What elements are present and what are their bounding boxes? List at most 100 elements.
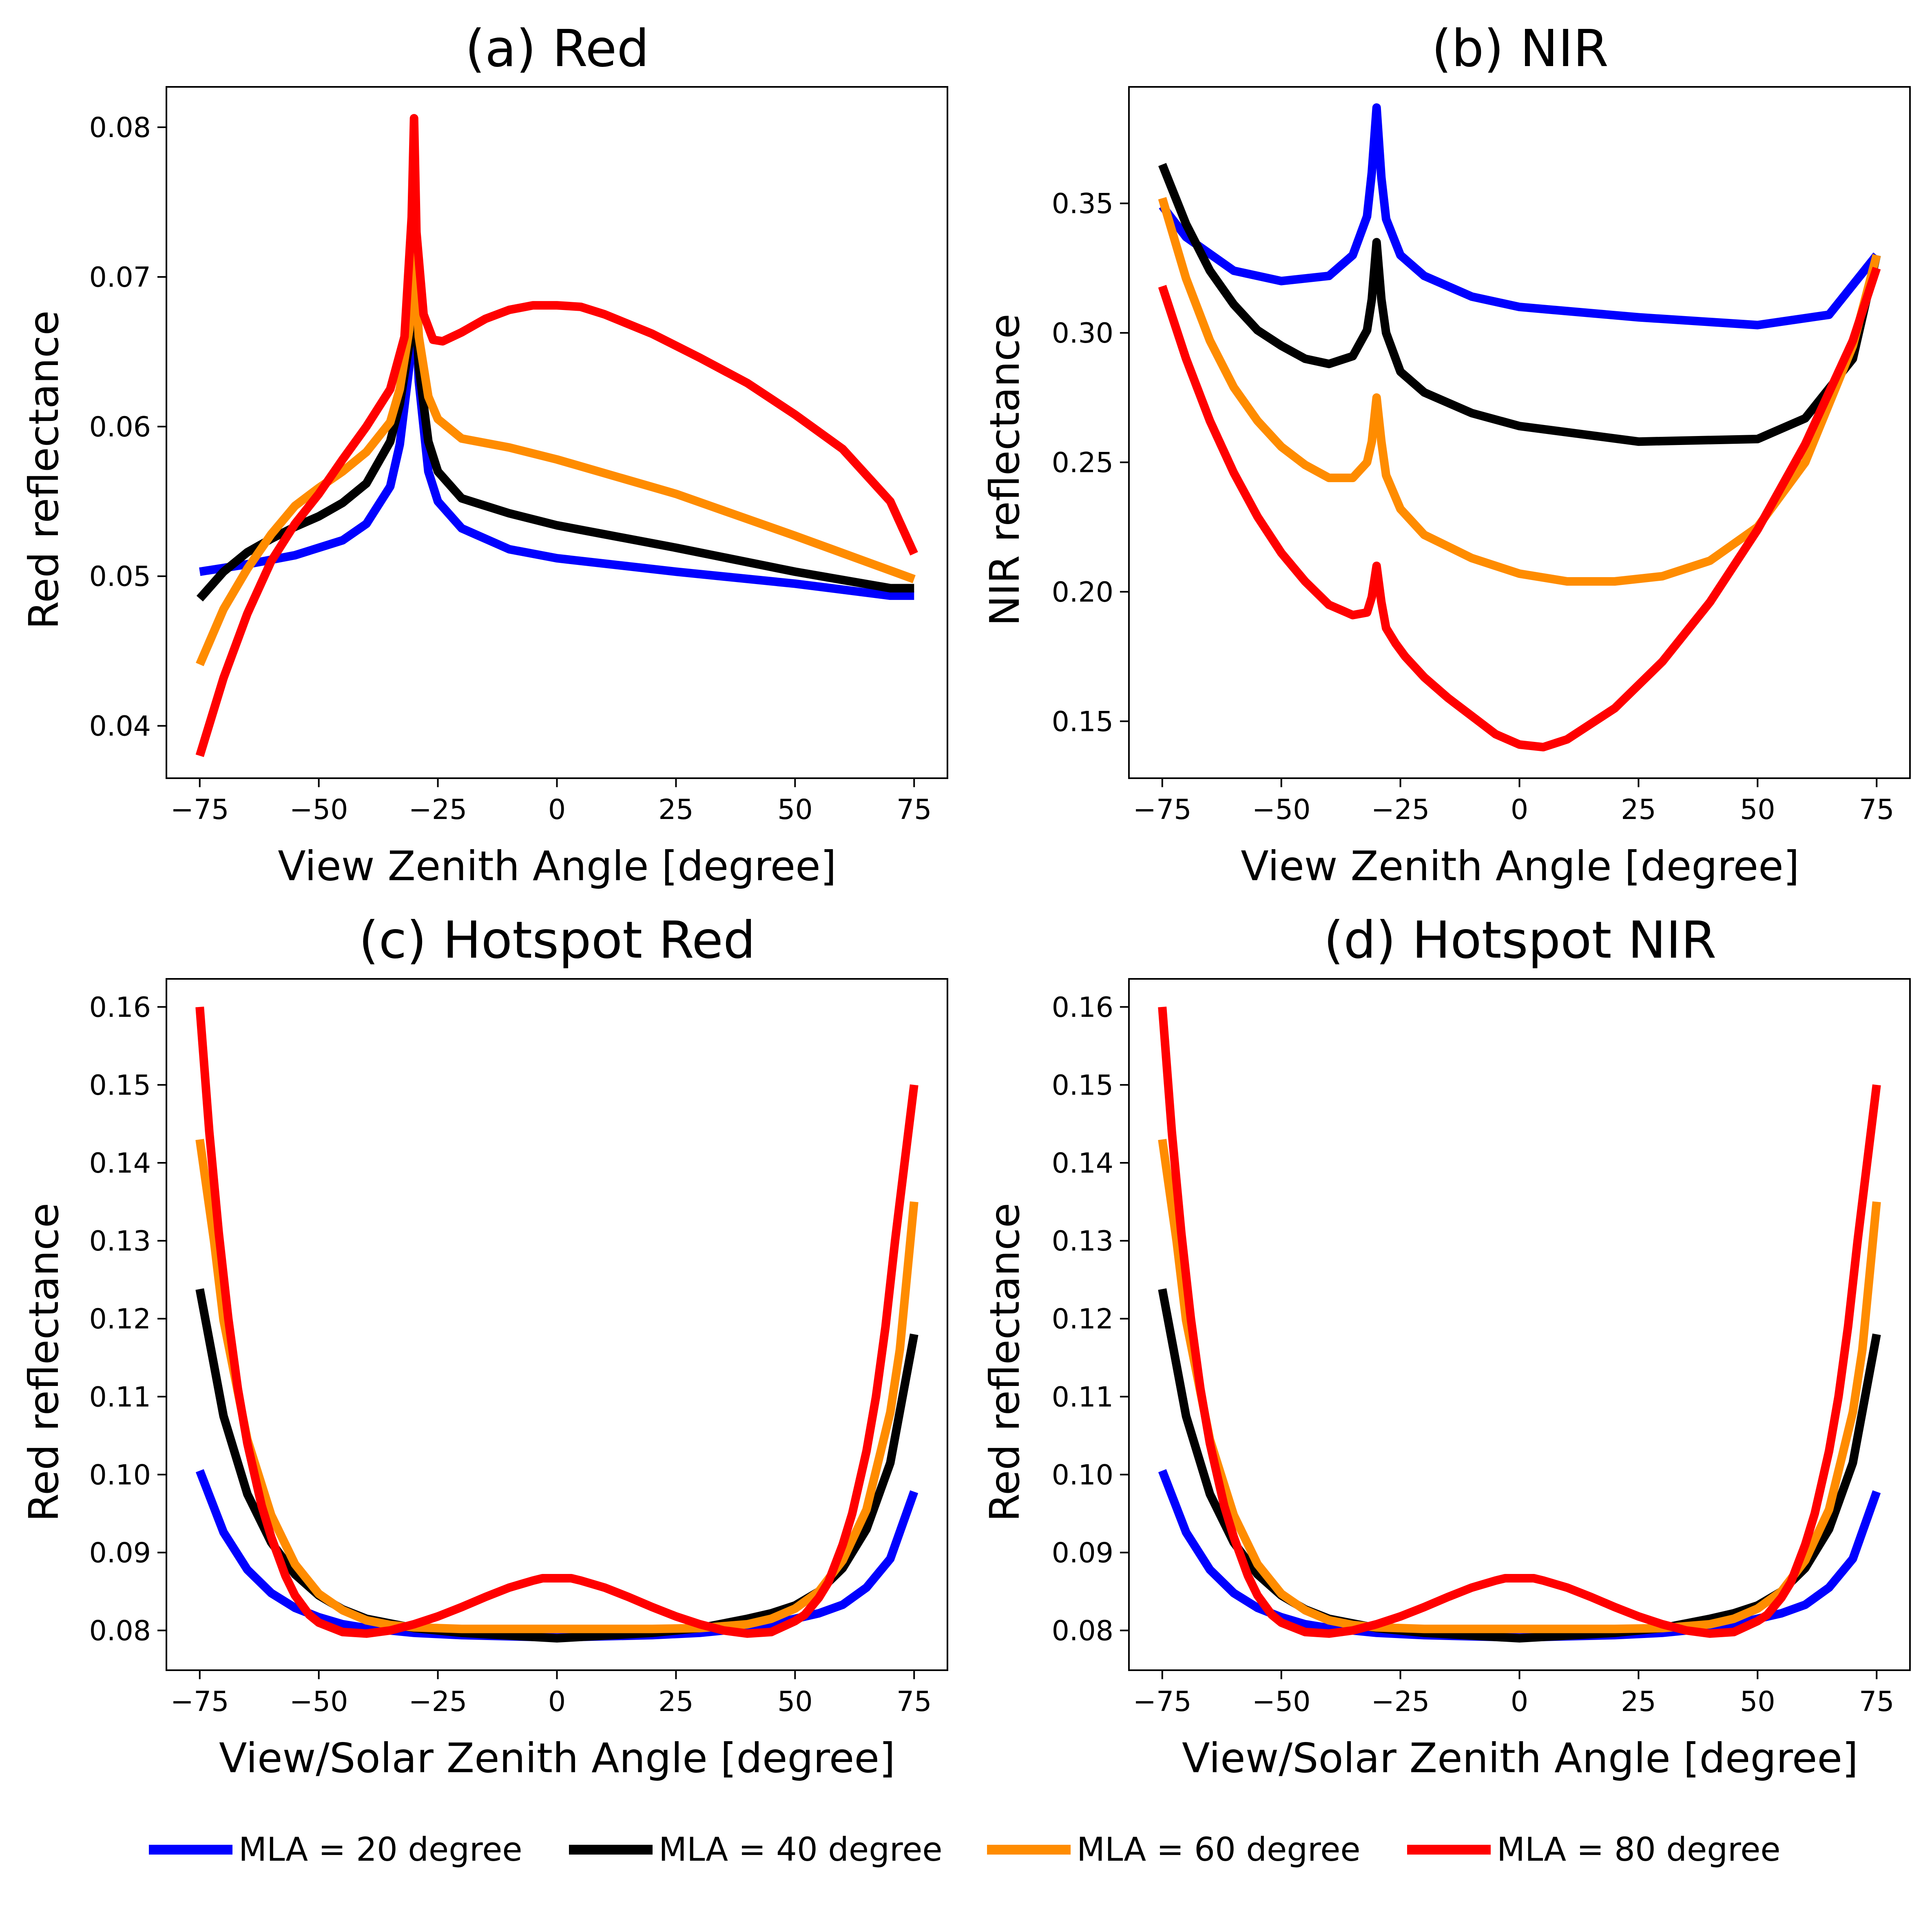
series-line-mla-80-degree xyxy=(1158,267,1881,752)
legend: MLA = 20 degree MLA = 40 degree MLA = 60… xyxy=(149,1831,1781,1868)
x-tick-label: −50 xyxy=(1252,794,1311,826)
y-tick-label: 0.09 xyxy=(1052,1537,1113,1569)
y-tick-label: 0.12 xyxy=(89,1303,151,1335)
legend-label: MLA = 20 degree xyxy=(239,1831,522,1868)
series-line-mla-60-degree xyxy=(1158,1139,1881,1634)
x-tick-label: 25 xyxy=(1621,1686,1656,1718)
y-tick-label: 0.25 xyxy=(1052,447,1113,479)
x-tick-label: 50 xyxy=(1740,794,1775,826)
y-tick-label: 0.08 xyxy=(1052,1615,1113,1647)
legend-item: MLA = 40 degree xyxy=(569,1831,943,1868)
x-tick-label: 50 xyxy=(777,1686,813,1718)
series-line-mla-80-degree xyxy=(195,1006,918,1638)
y-tick-label: 0.16 xyxy=(89,992,151,1024)
y-tick-label: 0.15 xyxy=(1052,1069,1113,1102)
series-line-mla-60-degree xyxy=(1158,197,1881,586)
y-tick-label: 0.11 xyxy=(89,1381,151,1413)
y-tick-label: 0.20 xyxy=(1052,576,1113,609)
series-group xyxy=(195,1006,918,1643)
y-axis-label: Red reflectance xyxy=(981,1203,1029,1522)
series-line-mla-80-degree xyxy=(195,114,918,757)
series-line-mla-80-degree xyxy=(1158,1006,1881,1638)
series-group xyxy=(1158,1006,1881,1643)
x-tick-label: 25 xyxy=(658,794,694,826)
y-tick-label: 0.14 xyxy=(1052,1147,1113,1180)
x-tick-label: 50 xyxy=(777,794,813,826)
x-tick-label: 50 xyxy=(1740,1686,1775,1718)
x-tick-label: 75 xyxy=(896,794,932,826)
chart-title: (b) NIR xyxy=(1432,19,1609,78)
y-tick-label: 0.07 xyxy=(89,261,151,294)
y-tick-label: 0.14 xyxy=(89,1147,151,1180)
plot-frame xyxy=(1128,86,1911,779)
series-line-mla-40-degree xyxy=(195,1288,918,1643)
plot-frame xyxy=(166,86,948,779)
x-tick-label: 0 xyxy=(548,794,566,826)
chart-title: (d) Hotspot NIR xyxy=(1323,911,1716,970)
legend-item: MLA = 20 degree xyxy=(149,1831,522,1868)
series-group xyxy=(195,114,918,757)
series-line-mla-20-degree xyxy=(199,272,914,600)
chart-title: (c) Hotspot Red xyxy=(359,911,756,970)
chart-panel-a: (a) Red View Zenith Angle [degree] Red r… xyxy=(20,19,948,890)
x-tick-label: −25 xyxy=(409,1686,467,1718)
y-tick-label: 0.09 xyxy=(89,1537,151,1569)
x-tick-label: 0 xyxy=(548,1686,566,1718)
x-tick-label: −25 xyxy=(1371,794,1430,826)
y-tick-label: 0.15 xyxy=(1052,706,1113,738)
x-tick-label: −75 xyxy=(1133,794,1192,826)
y-tick-label: 0.06 xyxy=(89,411,151,443)
x-tick-label: −75 xyxy=(170,1686,229,1718)
x-axis-label: View/Solar Zenith Angle [degree] xyxy=(1182,1734,1858,1782)
x-tick-label: 75 xyxy=(1859,794,1894,826)
y-tick-label: 0.04 xyxy=(89,711,151,743)
x-tick-label: 75 xyxy=(896,1686,932,1718)
legend-item: MLA = 60 degree xyxy=(987,1831,1361,1868)
legend-item: MLA = 80 degree xyxy=(1407,1831,1781,1868)
x-tick-label: −25 xyxy=(1371,1686,1430,1718)
legend-label: MLA = 80 degree xyxy=(1497,1831,1781,1868)
series-line-mla-60-degree xyxy=(195,1139,918,1634)
y-tick-label: 0.11 xyxy=(1052,1381,1113,1413)
series-line-mla-40-degree xyxy=(1158,1288,1881,1643)
y-tick-label: 0.08 xyxy=(89,1615,151,1647)
y-tick-label: 0.13 xyxy=(1052,1225,1113,1257)
y-tick-label: 0.10 xyxy=(1052,1459,1113,1491)
x-tick-label: 25 xyxy=(1621,794,1656,826)
x-axis-label: View Zenith Angle [degree] xyxy=(1241,842,1799,890)
chart-panel-d: (d) Hotspot NIR View/Solar Zenith Angle … xyxy=(981,911,1911,1782)
legend-label: MLA = 40 degree xyxy=(659,1831,943,1868)
x-axis-label: View/Solar Zenith Angle [degree] xyxy=(219,1734,895,1782)
chart-panel-b: (b) NIR View Zenith Angle [degree] NIR r… xyxy=(981,19,1911,890)
y-tick-label: 0.10 xyxy=(89,1459,151,1491)
x-tick-label: −50 xyxy=(1252,1686,1311,1718)
x-tick-label: 75 xyxy=(1859,1686,1894,1718)
y-tick-label: 0.30 xyxy=(1052,317,1113,350)
x-axis-label: View Zenith Angle [degree] xyxy=(278,842,836,890)
chart-title: (a) Red xyxy=(465,19,649,78)
series-line-mla-60-degree xyxy=(196,250,916,666)
y-tick-label: 0.12 xyxy=(1052,1303,1113,1335)
y-tick-label: 0.16 xyxy=(1052,992,1113,1024)
y-tick-label: 0.35 xyxy=(1052,188,1113,220)
y-tick-label: 0.15 xyxy=(89,1069,151,1102)
x-tick-label: −25 xyxy=(409,794,467,826)
x-tick-label: −50 xyxy=(290,1686,348,1718)
x-tick-label: 0 xyxy=(1511,794,1528,826)
y-axis-label: Red reflectance xyxy=(20,310,68,629)
legend-label: MLA = 60 degree xyxy=(1077,1831,1361,1868)
x-tick-label: 0 xyxy=(1511,1686,1528,1718)
x-tick-label: −75 xyxy=(170,794,229,826)
y-axis-label: Red reflectance xyxy=(20,1203,68,1522)
series-line-mla-20-degree xyxy=(1159,103,1880,330)
y-tick-label: 0.08 xyxy=(89,112,151,144)
y-tick-label: 0.13 xyxy=(89,1225,151,1257)
x-tick-label: −50 xyxy=(290,794,348,826)
y-axis-label: NIR reflectance xyxy=(981,314,1029,626)
series-group xyxy=(1158,103,1881,752)
x-tick-label: −75 xyxy=(1133,1686,1192,1718)
x-tick-label: 25 xyxy=(658,1686,694,1718)
chart-panel-c: (c) Hotspot Red View/Solar Zenith Angle … xyxy=(20,911,948,1782)
y-tick-label: 0.05 xyxy=(89,561,151,593)
